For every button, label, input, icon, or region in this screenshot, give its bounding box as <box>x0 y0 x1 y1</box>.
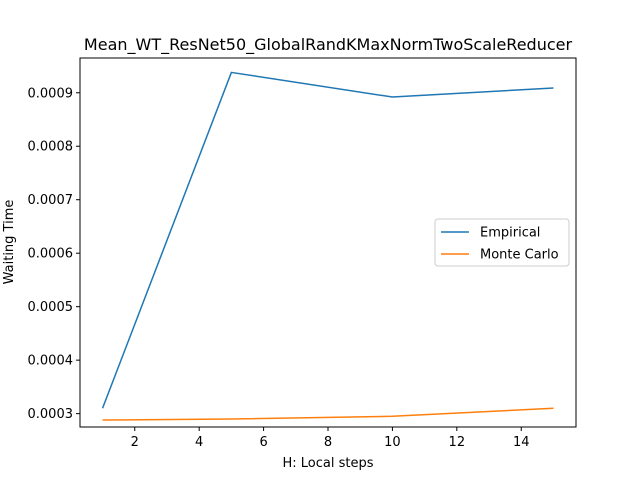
y-tick-label: 0.0005 <box>28 300 74 315</box>
y-axis-label: Waiting Time <box>2 200 17 285</box>
series-line-empirical <box>101 71 554 409</box>
x-tick-label: 6 <box>259 435 267 450</box>
legend-label: Empirical <box>480 226 540 241</box>
x-tick-label: 8 <box>324 435 332 450</box>
y-tick-label: 0.0006 <box>28 247 74 262</box>
x-tick-label: 12 <box>449 435 466 450</box>
legend-label: Monte Carlo <box>480 248 559 263</box>
x-axis: 2 4 6 8 10 12 14 <box>131 427 530 450</box>
x-tick-label: 14 <box>513 435 530 450</box>
y-tick-label: 0.0004 <box>28 354 74 369</box>
y-tick-label: 0.0003 <box>28 407 74 422</box>
series-line-monte-carlo <box>102 407 554 421</box>
y-axis: 0.0003 0.0004 0.0005 0.0006 0.0007 0.0008 0.00… <box>28 86 80 422</box>
plot-area <box>101 71 554 421</box>
x-axis-label: H: Local steps <box>282 456 373 471</box>
x-tick-label: 2 <box>131 435 139 450</box>
x-tick-label: 10 <box>384 435 401 450</box>
chart-title: Mean_WT_ResNet50_GlobalRandKMaxNormTwoSc… <box>84 35 573 55</box>
x-tick-label: 4 <box>195 435 203 450</box>
y-tick-label: 0.0009 <box>28 86 74 101</box>
legend: Empirical Monte Carlo <box>434 218 570 267</box>
y-tick-label: 0.0008 <box>28 140 74 155</box>
y-tick-label: 0.0007 <box>28 193 74 208</box>
